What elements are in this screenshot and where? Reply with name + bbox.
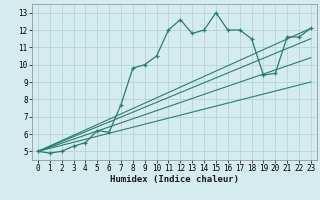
X-axis label: Humidex (Indice chaleur): Humidex (Indice chaleur) xyxy=(110,175,239,184)
